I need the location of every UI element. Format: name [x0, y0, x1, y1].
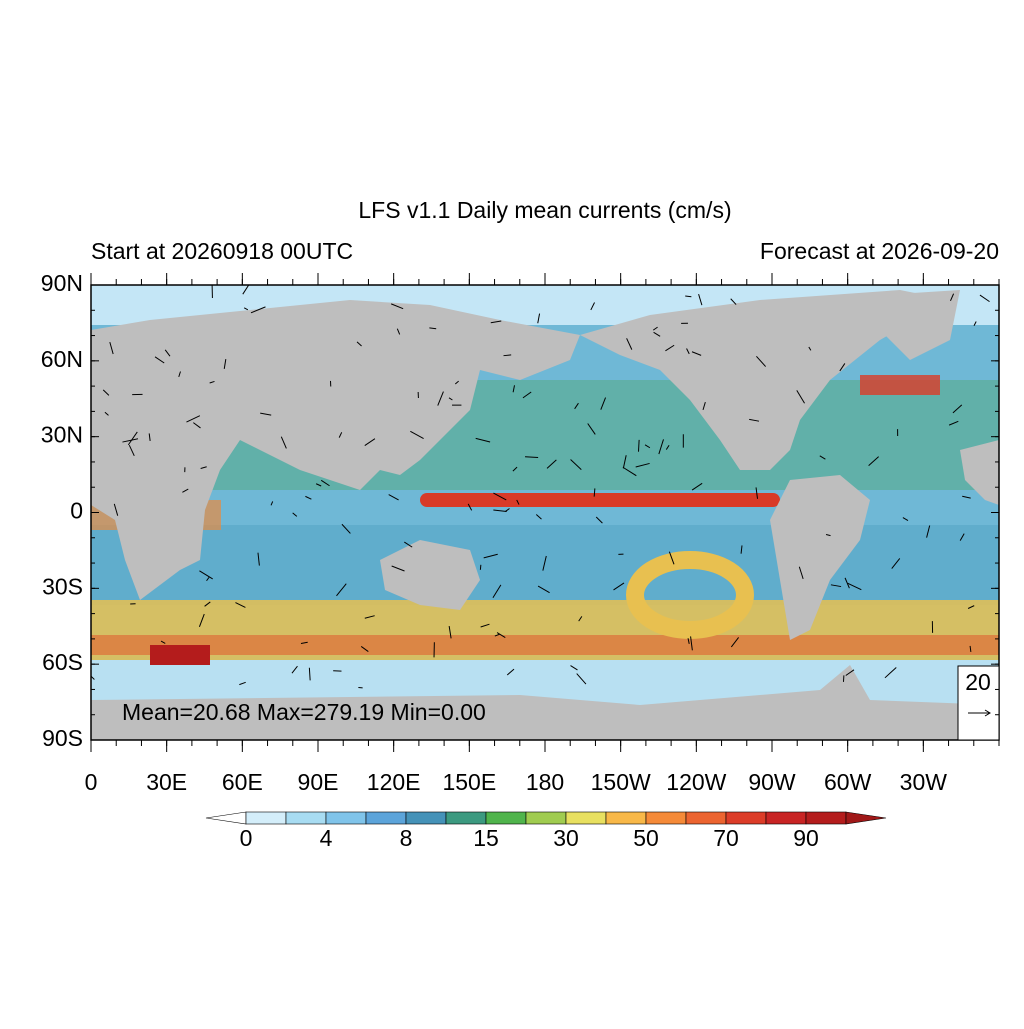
colorbar-box [486, 812, 526, 824]
lat-label: 60S [42, 649, 83, 675]
lon-label: 30W [900, 769, 948, 795]
colorbar-label: 8 [400, 825, 413, 851]
colorbar-box [526, 812, 566, 824]
colorbar-under [206, 812, 246, 824]
lat-label: 30N [41, 422, 83, 448]
agulhas [150, 645, 210, 665]
lon-label: 180 [526, 769, 564, 795]
colorbar-box [606, 812, 646, 824]
vector [685, 296, 691, 297]
colorbar-box [686, 812, 726, 824]
colorbar-box [326, 812, 366, 824]
colorbar-label: 4 [320, 825, 333, 851]
vector [638, 440, 639, 452]
colorbar-label: 70 [713, 825, 739, 851]
right-subtitle: Forecast at 2026-09-20 [760, 238, 999, 264]
lon-label: 150W [591, 769, 651, 795]
colorbar-label: 15 [473, 825, 499, 851]
vector [525, 457, 538, 458]
lon-label: 60W [824, 769, 872, 795]
colorbar-box [406, 812, 446, 824]
map-field [87, 281, 999, 740]
equatorial-current [420, 493, 780, 507]
lon-label: 120E [367, 769, 421, 795]
acc-core [91, 635, 999, 655]
south-band [91, 525, 999, 605]
colorbar-label: 90 [793, 825, 819, 851]
colorbar-label: 0 [240, 825, 253, 851]
lat-label: 90S [42, 725, 83, 751]
lon-label: 60E [222, 769, 263, 795]
colorbar-box [806, 812, 846, 824]
colorbar-label: 50 [633, 825, 659, 851]
colorbar-box [646, 812, 686, 824]
colorbar-over [846, 812, 886, 824]
title: LFS v1.1 Daily mean currents (cm/s) [358, 197, 731, 223]
lon-label: 0 [85, 769, 98, 795]
colorbar: 0 4 8 15 30 50 70 90 [206, 812, 886, 851]
colorbar-box [566, 812, 606, 824]
lon-label: 90W [748, 769, 796, 795]
lon-label: 120W [666, 769, 726, 795]
left-subtitle: Start at 20260918 00UTC [91, 238, 353, 264]
lat-label: 60N [41, 346, 83, 372]
lat-label: 30S [42, 573, 83, 599]
stats: Mean=20.68 Max=279.19 Min=0.00 [122, 699, 486, 725]
colorbar-box [366, 812, 406, 824]
lon-label: 90E [298, 769, 339, 795]
colorbar-label: 30 [553, 825, 579, 851]
gulf-stream [860, 375, 940, 395]
colorbar-box [446, 812, 486, 824]
reference-vector-box: 20 [958, 666, 999, 740]
vector [594, 488, 595, 496]
colorbar-box [726, 812, 766, 824]
reference-label: 20 [965, 669, 991, 695]
lat-label: 90N [41, 270, 83, 296]
lon-label: 30E [146, 769, 187, 795]
colorbar-box [766, 812, 806, 824]
lat-label: 0 [70, 498, 83, 524]
colorbar-box [286, 812, 326, 824]
colorbar-box [246, 812, 286, 824]
lon-label: 150E [442, 769, 496, 795]
